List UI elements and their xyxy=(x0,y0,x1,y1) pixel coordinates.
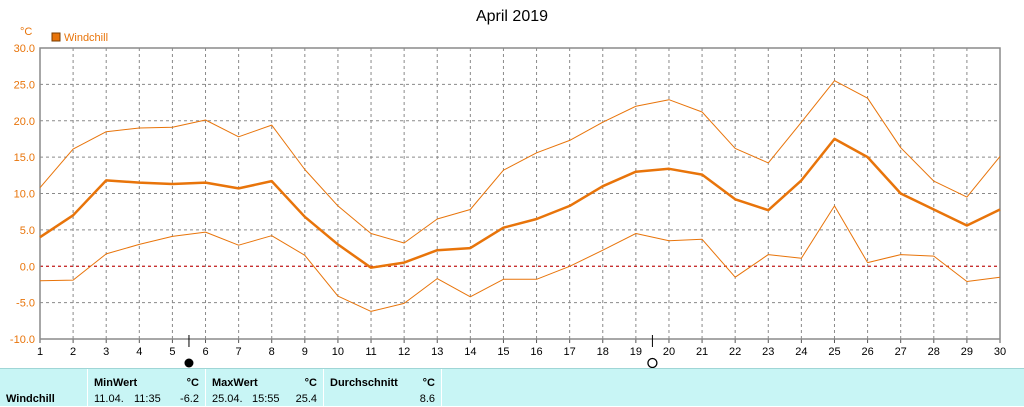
x-tick-label: 29 xyxy=(961,346,973,358)
max-date: 25.04. xyxy=(212,393,243,405)
stats-table: Windchill MinWert °C 11.04. 11:35 -6.2 M… xyxy=(0,368,1024,407)
x-tick-label: 22 xyxy=(729,346,741,358)
x-tick-label: 10 xyxy=(332,346,344,358)
plot-area: 30.025.020.015.010.05.00.0-5.0-10.01 2 3 4 5… xyxy=(10,43,1006,368)
x-tick-label: 1 xyxy=(37,346,43,358)
x-tick-label: 20 xyxy=(663,346,675,358)
x-tick-label: 30 xyxy=(994,346,1006,358)
x-tick-label: 8 xyxy=(269,346,275,358)
max-unit: °C xyxy=(304,377,317,389)
x-tick-label: 3 xyxy=(103,346,109,358)
max-time: 15:55 xyxy=(252,393,280,405)
y-tick-label: 15.0 xyxy=(14,152,35,164)
min-unit: °C xyxy=(186,377,199,389)
stats-label-cell: Windchill xyxy=(0,369,88,407)
avg-unit: °C xyxy=(422,377,435,389)
y-tick-label: -10.0 xyxy=(10,334,35,346)
stats-min-cell: MinWert °C 11.04. 11:35 -6.2 xyxy=(88,369,206,407)
y-tick-label: 25.0 xyxy=(14,79,35,91)
stats-row-label: Windchill xyxy=(6,393,55,405)
avg-value: 8.6 xyxy=(419,393,435,405)
plot-border xyxy=(39,47,1001,340)
x-tick-label: 9 xyxy=(302,346,308,358)
x-tick-label: 18 xyxy=(597,346,609,358)
x-tick-label: 14 xyxy=(464,346,476,358)
min-header: MinWert xyxy=(94,377,138,389)
x-tick-label: 26 xyxy=(861,346,873,358)
min-date: 11.04. xyxy=(94,393,124,405)
max-value: 25.4 xyxy=(295,393,317,405)
y-tick-label: 5.0 xyxy=(20,225,35,237)
legend-label: Windchill xyxy=(64,32,108,44)
y-tick-label: -5.0 xyxy=(16,298,35,310)
x-tick-label: 28 xyxy=(928,346,940,358)
y-tick-label: 0.0 xyxy=(20,261,35,273)
chart-title: April 2019 xyxy=(476,8,548,25)
y-unit-label: °C xyxy=(20,26,32,38)
x-tick-label: 11 xyxy=(365,346,376,358)
y-tick-label: 30.0 xyxy=(14,43,35,55)
x-tick-label: 6 xyxy=(202,346,208,358)
x-tick-label: 27 xyxy=(895,346,907,358)
legend-swatch xyxy=(51,32,61,42)
max-header: MaxWert xyxy=(212,377,258,389)
y-tick-label: 10.0 xyxy=(14,189,35,201)
series-line-min xyxy=(39,205,1001,312)
x-tick-label: 5 xyxy=(169,346,175,358)
x-tick-label: 21 xyxy=(696,346,708,358)
windchill-chart: April 2019 °C Windchill 30.025.020.015.0… xyxy=(10,8,1006,368)
stats-avg-cell: Durchschnitt °C 8.6 xyxy=(324,369,442,407)
x-tick-label: 25 xyxy=(828,346,840,358)
new-moon-icon xyxy=(647,357,658,368)
x-tick-label: 7 xyxy=(236,346,242,358)
min-value: -6.2 xyxy=(180,393,199,405)
x-tick-label: 15 xyxy=(497,346,509,358)
x-tick-label: 13 xyxy=(431,346,443,358)
min-time: 11:35 xyxy=(134,393,161,405)
full-moon-icon xyxy=(184,358,194,368)
x-tick-label: 17 xyxy=(564,346,576,358)
series-line-mean xyxy=(39,137,1001,269)
x-tick-label: 16 xyxy=(530,346,542,358)
x-tick-label: 19 xyxy=(630,346,642,358)
x-tick-label: 4 xyxy=(136,346,142,358)
x-tick-label: 2 xyxy=(70,346,76,358)
y-tick-label: 20.0 xyxy=(14,116,35,128)
stats-max-cell: MaxWert °C 25.04. 15:55 25.4 xyxy=(206,369,324,407)
x-tick-label: 24 xyxy=(795,346,807,358)
x-tick-label: 23 xyxy=(762,346,774,358)
x-tick-label: 12 xyxy=(398,346,410,358)
series-line-max xyxy=(39,80,1001,244)
avg-header: Durchschnitt xyxy=(330,377,398,389)
